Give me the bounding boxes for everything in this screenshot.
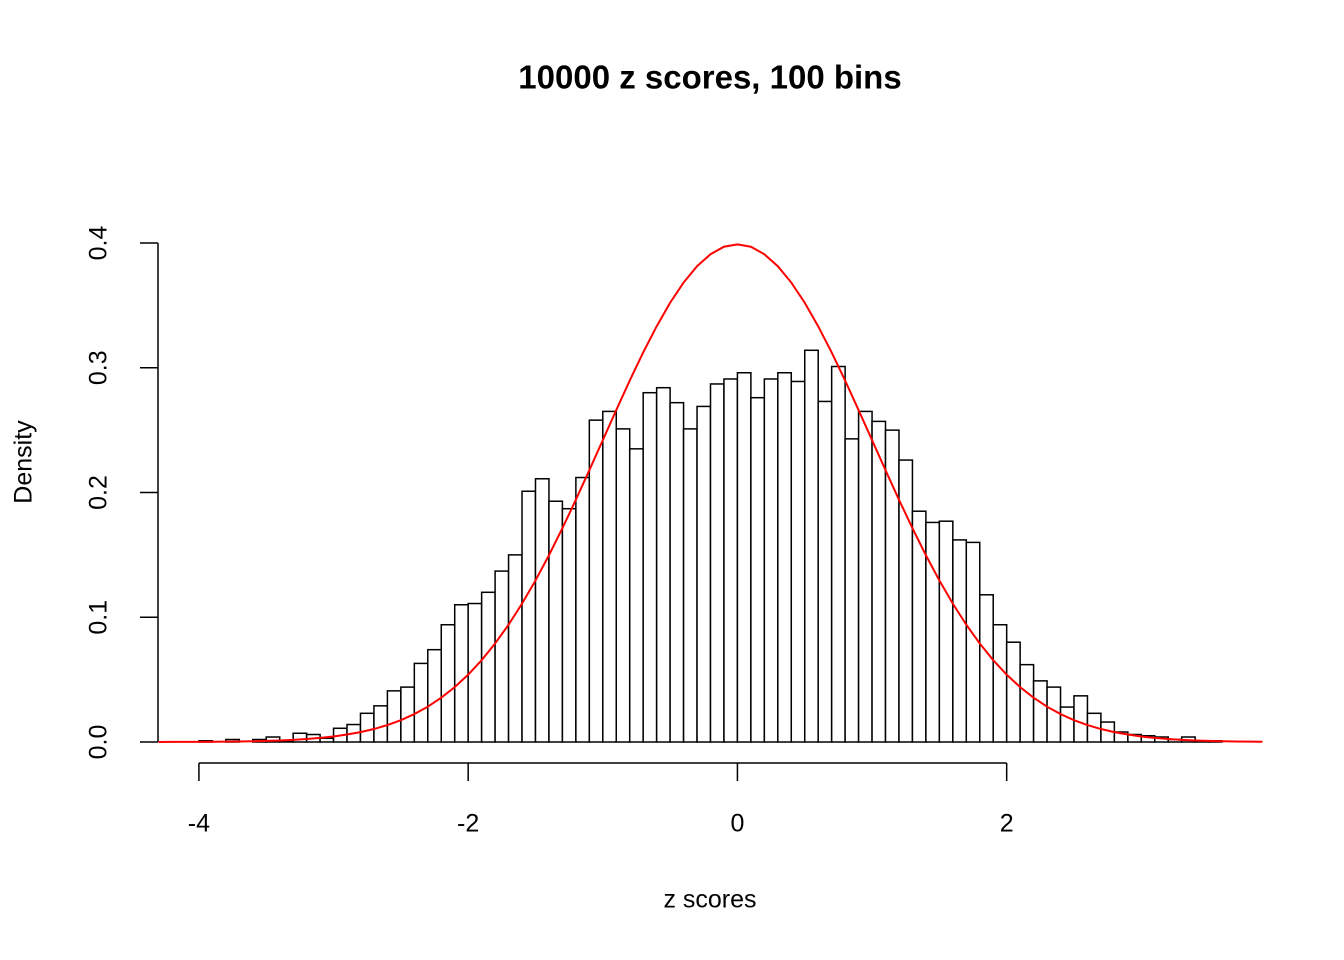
bar: [655, 386, 671, 743]
bar: [494, 570, 510, 743]
bar: [319, 737, 335, 743]
bar: [575, 476, 591, 743]
bar: [750, 396, 766, 743]
bar: [1059, 706, 1075, 743]
y-tick-label: 0.0: [85, 725, 113, 760]
bar: [1046, 686, 1062, 743]
bar: [427, 648, 443, 743]
bar: [763, 378, 779, 743]
bar: [857, 410, 873, 743]
bar: [642, 391, 658, 743]
x-tick-label: 2: [1000, 810, 1014, 838]
bar: [803, 349, 819, 743]
y-tick-label: 0.3: [85, 350, 113, 385]
bar: [844, 438, 860, 743]
y-tick-label: 0.2: [85, 475, 113, 510]
bar: [521, 490, 537, 743]
bar: [440, 623, 456, 743]
bar: [1019, 663, 1035, 743]
bar: [1032, 680, 1048, 743]
bar: [1005, 641, 1021, 743]
bar: [790, 380, 806, 743]
bar: [669, 401, 685, 743]
bar: [561, 507, 577, 743]
bar: [777, 371, 793, 743]
bar: [925, 521, 941, 743]
bar: [830, 365, 846, 743]
x-tick-label: -4: [188, 810, 210, 838]
bar: [588, 419, 604, 743]
bar: [978, 594, 994, 743]
bar: [952, 539, 968, 743]
bar: [736, 371, 752, 743]
y-tick-label: 0.1: [85, 600, 113, 635]
bar: [453, 604, 469, 743]
bar: [682, 428, 698, 743]
y-tick-label: 0.4: [85, 226, 113, 261]
bar: [911, 510, 927, 743]
x-tick-label: 0: [730, 810, 744, 838]
bar: [709, 383, 725, 743]
bar: [373, 705, 389, 743]
x-axis-label: z scores: [663, 886, 756, 914]
bar: [1073, 695, 1089, 743]
bar: [386, 690, 402, 743]
x-tick-label: -2: [457, 810, 479, 838]
bar: [359, 712, 375, 743]
bar: [992, 623, 1008, 743]
density-curve: [158, 243, 1263, 743]
bar: [548, 500, 564, 743]
bar: [507, 554, 523, 743]
bar: [534, 478, 550, 743]
y-axis-label: Density: [10, 420, 38, 504]
bar: [602, 410, 618, 743]
bar: [413, 662, 429, 743]
bar: [871, 420, 887, 743]
bar: [696, 405, 712, 743]
bar: [817, 400, 833, 743]
bar: [938, 520, 954, 743]
bar: [615, 428, 631, 743]
chart-title: 10000 z scores, 100 bins: [518, 59, 901, 96]
bar: [628, 448, 644, 743]
bar: [480, 591, 496, 743]
bar: [723, 378, 739, 743]
